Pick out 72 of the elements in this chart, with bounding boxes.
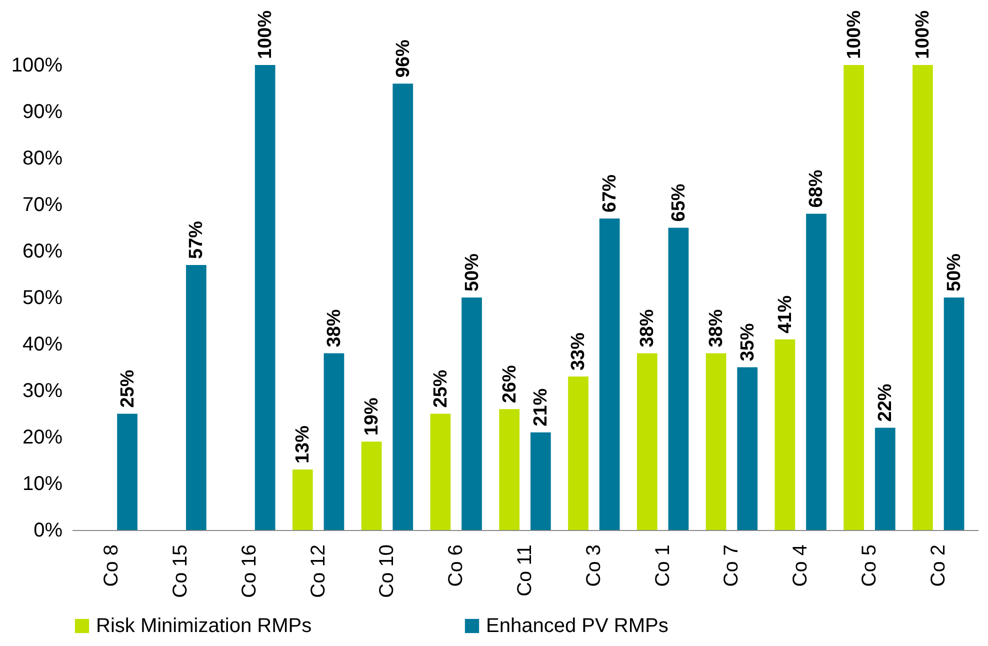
x-tick-label: Co 6 — [445, 544, 468, 587]
data-label: 96% — [392, 39, 414, 78]
bar — [737, 367, 758, 530]
bar — [430, 414, 451, 530]
x-tick-label: Co 11 — [514, 544, 536, 596]
data-label: 50% — [944, 253, 966, 292]
x-tick-label: Co 3 — [582, 544, 605, 587]
bar — [912, 65, 933, 530]
data-label: 13% — [292, 425, 314, 464]
bar — [568, 376, 588, 530]
bar — [324, 353, 344, 530]
y-tick-label: 50% — [22, 287, 63, 309]
x-tick-label: Co 7 — [720, 544, 743, 587]
data-label: 57% — [186, 220, 208, 259]
bar — [254, 65, 276, 530]
bar — [292, 470, 313, 530]
data-label: 38% — [706, 309, 728, 348]
x-tick-label: Co 16 — [238, 544, 260, 598]
data-label: 100% — [912, 10, 934, 59]
y-tick-label: 40% — [22, 334, 63, 356]
data-label: 38% — [324, 309, 345, 348]
x-tick-label: Co 2 — [927, 544, 950, 587]
bar — [117, 414, 138, 530]
data-label: 100% — [255, 10, 276, 59]
bar — [186, 264, 206, 530]
bar — [944, 298, 964, 530]
bar — [636, 353, 658, 530]
data-label: 33% — [568, 332, 590, 371]
data-label: 21% — [530, 388, 552, 426]
bar — [874, 428, 896, 530]
bar — [499, 409, 520, 530]
x-tick-label: Co 8 — [100, 544, 123, 587]
data-label: 38% — [637, 309, 658, 348]
y-tick-label: 90% — [22, 101, 63, 123]
y-tick-label: 80% — [22, 148, 63, 170]
x-tick-label: Co 4 — [790, 544, 812, 587]
bar — [530, 432, 551, 530]
y-tick-label: 10% — [22, 473, 63, 495]
data-label: 25% — [430, 370, 452, 408]
data-label: 68% — [806, 170, 828, 208]
y-tick-label: 0% — [34, 520, 63, 542]
data-label: 19% — [362, 398, 383, 436]
legend-label: Enhanced PV RMPs — [486, 615, 668, 637]
y-tick-label: 70% — [22, 194, 63, 216]
bar — [392, 84, 414, 530]
bar — [774, 339, 796, 530]
x-tick-label: Co 15 — [170, 544, 192, 598]
data-label: 41% — [774, 295, 796, 334]
data-label: 25% — [117, 370, 138, 408]
data-label: 22% — [875, 384, 896, 422]
bar — [806, 214, 826, 530]
bar — [462, 298, 482, 530]
x-tick-label: Co 5 — [858, 544, 880, 587]
bar — [361, 442, 382, 530]
bar — [706, 353, 726, 530]
data-label: 65% — [668, 184, 690, 222]
data-label: 100% — [844, 10, 865, 59]
y-tick-label: 100% — [11, 54, 63, 76]
data-label: 26% — [499, 364, 520, 404]
bar — [668, 228, 689, 530]
x-tick-label: Co 12 — [307, 544, 330, 598]
bar — [844, 65, 864, 530]
data-label: 67% — [600, 174, 621, 212]
bar — [599, 218, 620, 530]
data-label: 35% — [737, 323, 758, 362]
y-tick-label: 30% — [22, 380, 63, 402]
y-tick-label: 60% — [22, 240, 63, 262]
x-tick-label: Co 1 — [652, 544, 674, 587]
data-label: 50% — [462, 253, 483, 292]
y-tick-label: 20% — [22, 426, 63, 448]
x-tick-label: Co 10 — [376, 544, 398, 598]
legend-label: Risk Minimization RMPs — [96, 615, 312, 637]
